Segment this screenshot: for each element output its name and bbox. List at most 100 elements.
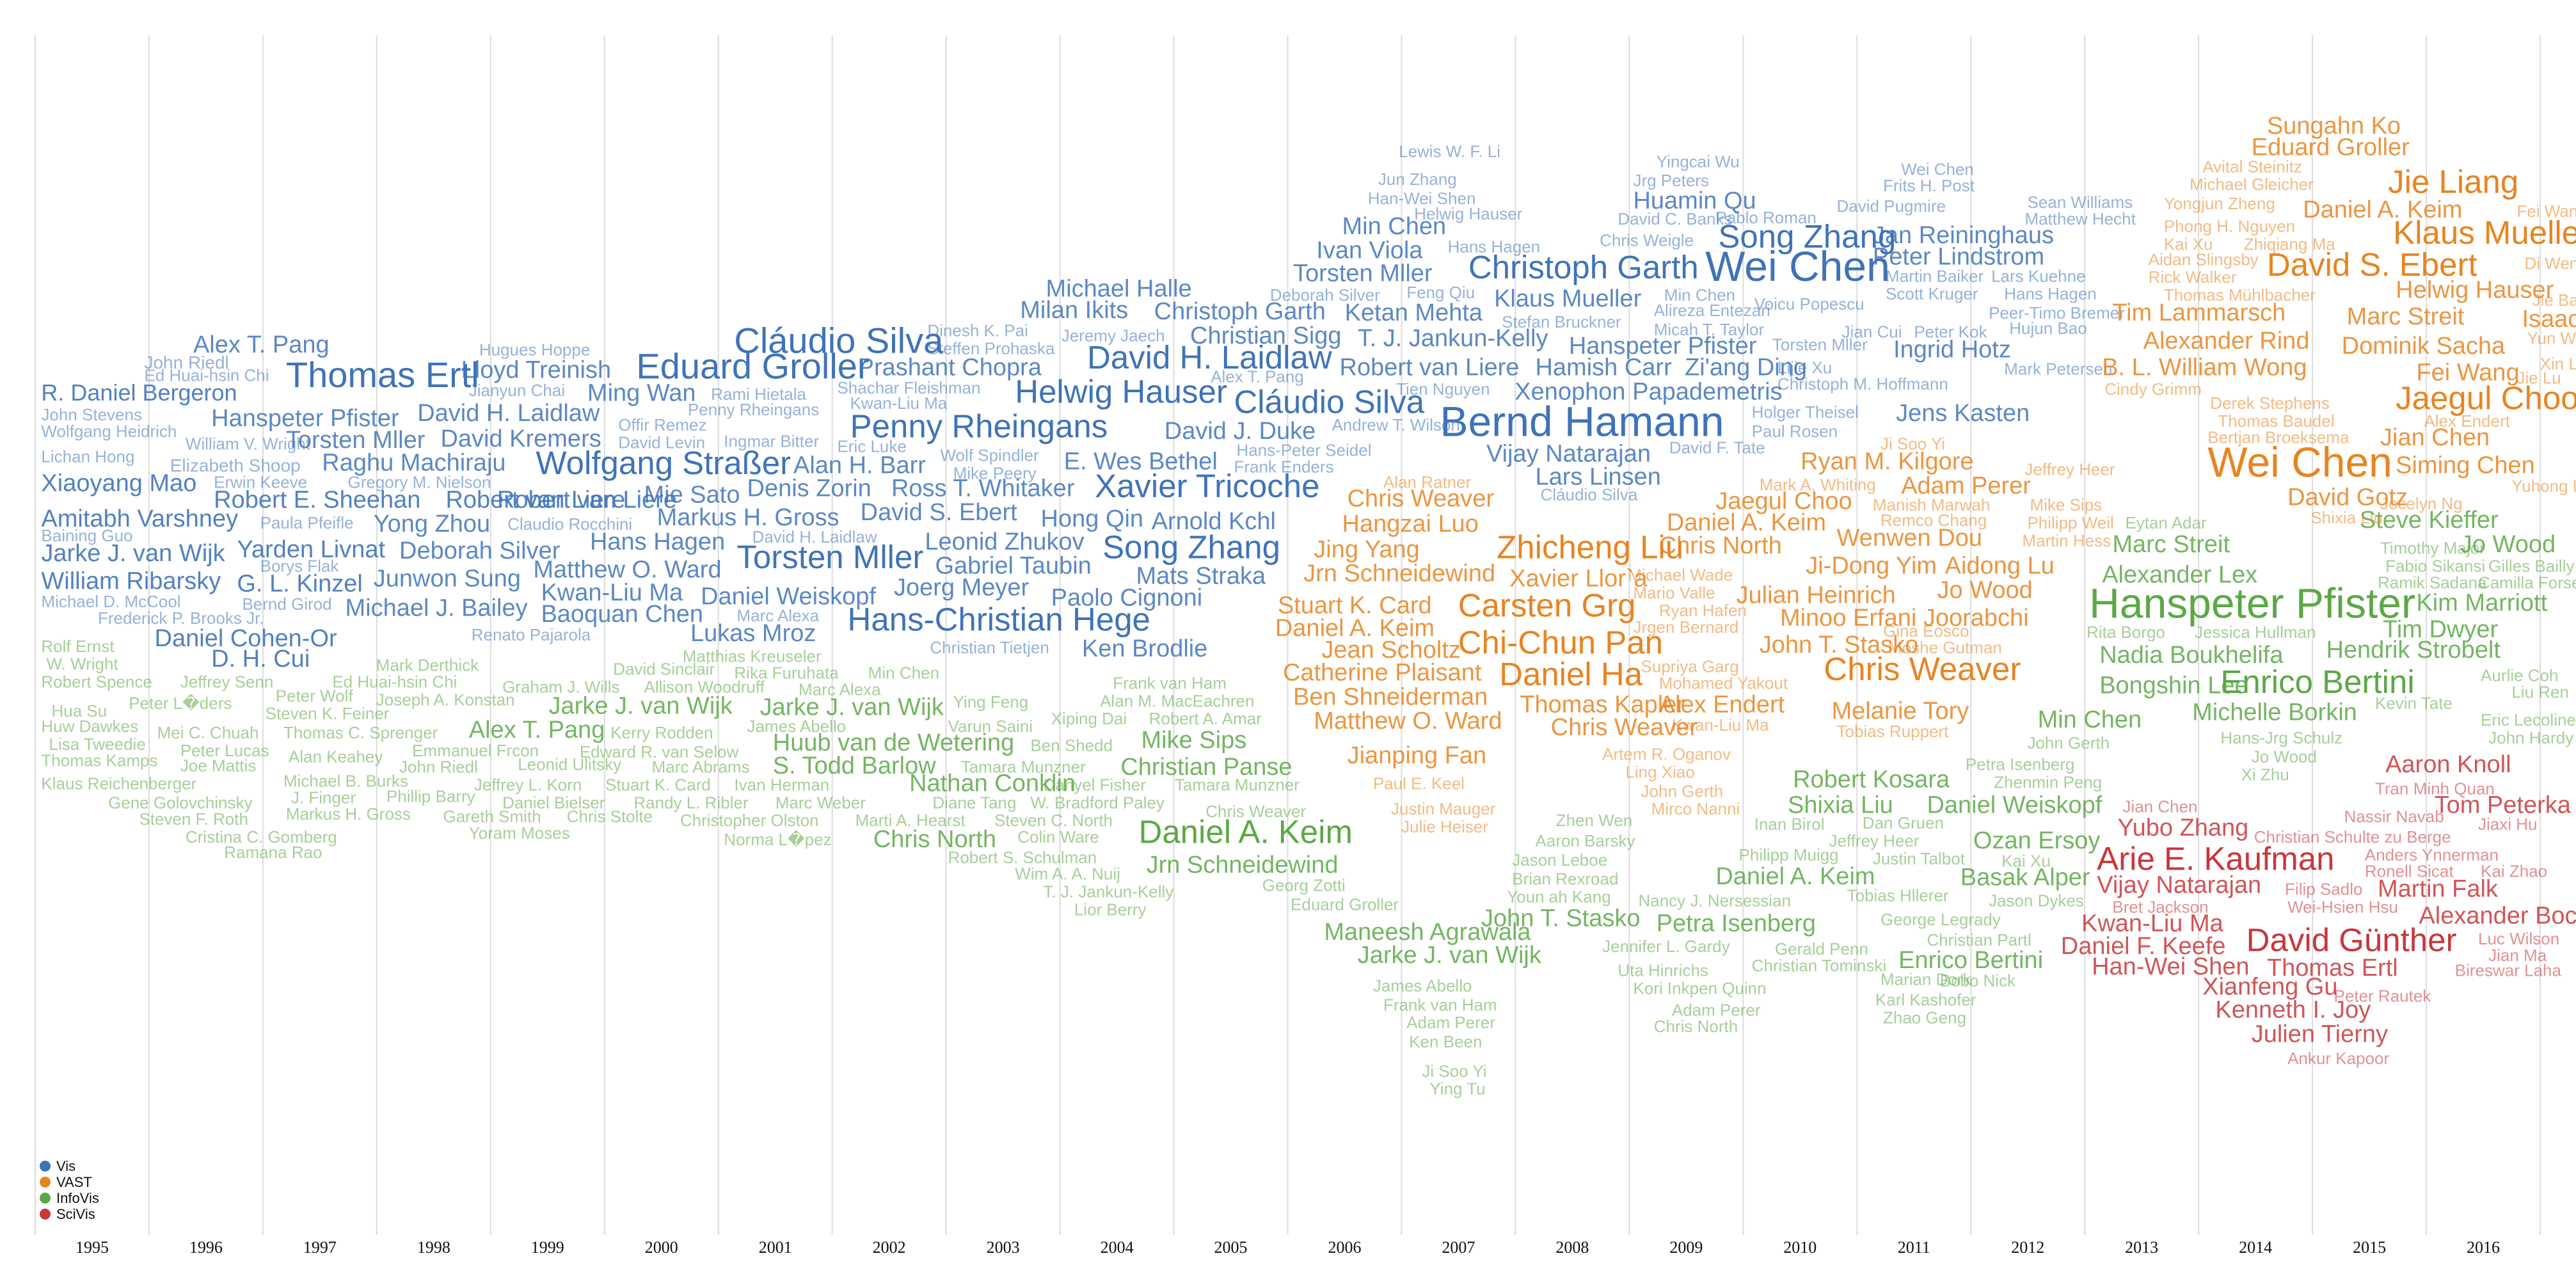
author-name: Kori Inkpen Quinn — [1633, 979, 1766, 998]
author-name: Min Chen — [1342, 213, 1447, 240]
year-label: 2011 — [1898, 1238, 1930, 1257]
author-name: Christopher Olston — [680, 811, 819, 830]
author-name: Michelle Borkin — [2192, 699, 2357, 726]
legend-item-vis: Vis — [40, 1158, 99, 1174]
author-name: Christoph Garth — [1468, 249, 1699, 285]
author-name: Daniel Weiskopf — [701, 583, 876, 610]
author-name: Klaus Mueller — [2393, 214, 2576, 251]
author-name: Jie Lu — [2516, 368, 2561, 387]
author-name: Basak Alper — [1960, 864, 2090, 891]
author-name: Offir Remez — [618, 415, 706, 434]
author-name: Anders Ynnerman — [2365, 845, 2499, 864]
author-name: Michael Halle — [1046, 275, 1192, 302]
author-name: David Günther — [2246, 922, 2457, 958]
author-name: Jarke J. van Wijk — [549, 692, 733, 719]
author-name: Martin Falk — [2378, 876, 2499, 903]
author-name: Mike Sips — [2030, 495, 2102, 514]
author-name: Christian Schulte zu Berge — [2254, 827, 2451, 847]
author-name: Jianyun Chai — [469, 381, 565, 400]
author-name: Paolo Cignoni — [1051, 584, 1203, 611]
author-name: Jrn Schneidewind — [1147, 852, 1339, 878]
author-name: Marc Streit — [2347, 303, 2465, 330]
author-name: Zhenmin Peng — [1994, 772, 2102, 791]
author-name: Chris Weaver — [1205, 802, 1306, 821]
author-name: Thomas Baudel — [2218, 411, 2334, 431]
author-name: Robert Spence — [41, 672, 152, 691]
author-name: Martin Baiker — [1886, 266, 1984, 285]
author-name: Michael D. McCool — [41, 592, 180, 611]
author-name: Hanspeter Pfister — [211, 405, 399, 432]
author-name: Peter L�ders — [129, 694, 232, 713]
legend: Vis VAST InfoVis SciVis — [40, 1158, 99, 1222]
author-name: Xiaoyang Mao — [41, 470, 196, 497]
author-name: Marc Streit — [2112, 531, 2230, 558]
author-name: Aaron Barsky — [1535, 831, 1635, 850]
author-name: Jian Chen — [2122, 797, 2197, 816]
author-name: Tobias Ruppert — [1837, 722, 1950, 741]
author-name: Mike Sips — [1141, 727, 1247, 754]
author-name: Derek Stephens — [2210, 394, 2329, 413]
author-name: Alireza Entezari — [1654, 301, 1770, 320]
author-name: Wei Chen — [2207, 438, 2392, 486]
year-label: 2004 — [1101, 1238, 1134, 1257]
author-name: Rita Borgo — [2087, 623, 2165, 642]
author-name: Elizabeth Shoop — [170, 456, 301, 475]
author-name: Chris Weaver — [1551, 714, 1698, 741]
author-name: Isaac Cho — [2522, 306, 2576, 333]
legend-label: VAST — [56, 1173, 92, 1190]
year-label: 1998 — [417, 1238, 450, 1257]
author-name: Gina Eosco — [1883, 621, 1969, 640]
author-name: Song Zhang — [1102, 529, 1280, 565]
author-name: Lukas Mroz — [690, 620, 816, 647]
author-name: Ketan Mehta — [1345, 299, 1483, 326]
author-name: Tobias Hllerer — [1847, 886, 1949, 905]
author-name: Jocelyn Ng — [2380, 494, 2463, 513]
author-name: Milan Ikits — [1020, 297, 1128, 324]
author-name: Bernd Girod — [242, 594, 331, 614]
legend-marker — [40, 1209, 51, 1220]
author-name: Rika Furuhata — [734, 664, 839, 683]
author-name: Tien Nguyen — [1396, 379, 1490, 399]
legend-marker — [40, 1177, 51, 1188]
author-name: Avital Steinitz — [2202, 157, 2302, 176]
author-name: Chris North — [1659, 532, 1782, 559]
author-name: John Gerth — [2027, 733, 2110, 752]
author-name: Denis Zorin — [747, 475, 871, 502]
author-name: Carsten Grg — [1458, 587, 1636, 624]
author-name: Peter Wolf — [276, 686, 354, 705]
author-name: Jaegul Choo — [1715, 488, 1852, 514]
author-name: Robert E. Sheehan — [214, 486, 420, 513]
author-name: Mark Derthick — [376, 656, 479, 675]
author-name: Wolfgang Straßer — [536, 445, 791, 481]
author-name: Thomas Ertl — [286, 354, 479, 395]
author-name: Justin Talbot — [1873, 849, 1966, 868]
author-name: Yong Zhou — [374, 511, 490, 537]
author-name: Eytan Adar — [2125, 513, 2207, 532]
author-name: Adam Perer — [1901, 472, 2031, 499]
year-label: 2008 — [1555, 1238, 1589, 1257]
author-name: Rolf Ernst — [41, 637, 115, 656]
author-name: Uta Hinrichs — [1618, 961, 1708, 980]
author-name: Stuart K. Card — [605, 775, 711, 794]
author-name: Zhen Wen — [1556, 811, 1632, 830]
author-name: Markus H. Gross — [286, 804, 411, 823]
legend-label: InfoVis — [56, 1189, 99, 1206]
author-name: Daniel Cohen-Or — [155, 625, 337, 652]
author-name: Paul E. Keel — [1373, 774, 1465, 793]
year-gridlines — [35, 35, 2541, 1235]
author-name: Jeffrey L. Korn — [474, 775, 582, 794]
author-name: Daniel A. Keim — [1667, 509, 1826, 536]
author-name: Alex T. Pang — [193, 331, 330, 358]
author-name: Melanie Tory — [1831, 697, 1969, 724]
author-name: Cláudio Silva — [734, 321, 944, 361]
author-name: Huamin Qu — [1633, 187, 1756, 214]
author-name: Peter Kok — [1914, 322, 1987, 342]
author-name: Marc Abrams — [652, 758, 750, 777]
author-name: Steve Kieffer — [2360, 507, 2499, 534]
author-name: Yuhong Li — [2511, 476, 2576, 495]
author-name: Marian Dork — [1880, 970, 1972, 989]
author-name: Bireswar Laha — [2455, 961, 2562, 980]
author-name: Daniel A. Keim — [1138, 814, 1353, 850]
author-name: Hujun Bao — [2009, 319, 2087, 338]
author-name: Ingmar Bitter — [724, 432, 819, 451]
